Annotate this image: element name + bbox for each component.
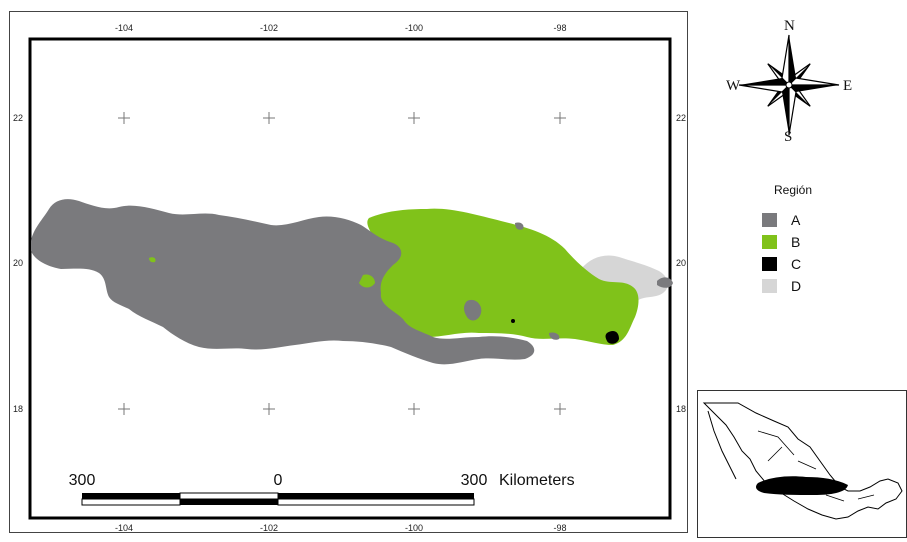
scale-label-center: 0 [274, 472, 283, 489]
legend-title: Región [774, 183, 813, 197]
lat-tick-left: 22 [13, 113, 23, 123]
legend-label: A [791, 212, 801, 228]
legend-swatch [762, 279, 777, 293]
compass-rose-icon [738, 34, 840, 136]
lon-tick-top: -102 [260, 23, 278, 33]
compass-north-label: N [784, 18, 795, 34]
region-c [605, 331, 619, 344]
legend-swatch [762, 235, 777, 249]
region-a-islet [464, 299, 482, 321]
lon-tick-top: -104 [115, 23, 133, 33]
legend-label: D [791, 278, 802, 294]
lat-tick-right: 22 [676, 113, 686, 123]
region-b-fragment [149, 257, 156, 263]
lon-tick-top: -98 [553, 23, 566, 33]
mexico-outline-icon [702, 402, 903, 520]
legend-item-d: D [762, 275, 812, 297]
region-a-islet [549, 332, 560, 340]
main-map: -104 -102 -100 -98 -104 -102 -100 -98 22… [13, 23, 686, 533]
legend-swatch [762, 213, 777, 227]
region-a-east-fragment [657, 277, 673, 288]
lon-tick-bottom: -100 [405, 523, 423, 533]
region-c [511, 319, 515, 323]
region-b [366, 208, 639, 345]
lon-tick-bottom: -98 [553, 523, 566, 533]
lat-tick-left: 20 [13, 258, 23, 268]
lat-tick-left: 18 [13, 404, 23, 414]
legend-label: C [791, 256, 802, 272]
scale-bar [81, 492, 475, 506]
lon-tick-top: -100 [405, 23, 423, 33]
lat-tick-right: 18 [676, 404, 686, 414]
scale-label-right: 300 [461, 472, 488, 489]
lat-tick-right: 20 [676, 258, 686, 268]
compass-south-label: S [784, 129, 793, 145]
legend-item-c: C [762, 253, 812, 275]
legend-item-b: B [762, 231, 812, 253]
region-b-fragment [359, 274, 375, 288]
legend-item-a: A [762, 209, 812, 231]
legend-swatch [762, 257, 777, 271]
compass-east-label: E [843, 78, 853, 94]
lon-tick-bottom: -102 [260, 523, 278, 533]
map-neatline [28, 37, 672, 520]
region-a-islet [515, 222, 524, 230]
map-frame [9, 11, 688, 533]
legend: Región A B C D [762, 183, 812, 297]
mexico-inset-map [697, 390, 907, 538]
compass-west-label: W [726, 78, 741, 94]
legend-label: B [791, 234, 801, 250]
lon-tick-bottom: -104 [115, 523, 133, 533]
scale-unit: Kilometers [499, 472, 575, 489]
region-a [31, 199, 535, 365]
scale-label-left: 300 [69, 472, 96, 489]
